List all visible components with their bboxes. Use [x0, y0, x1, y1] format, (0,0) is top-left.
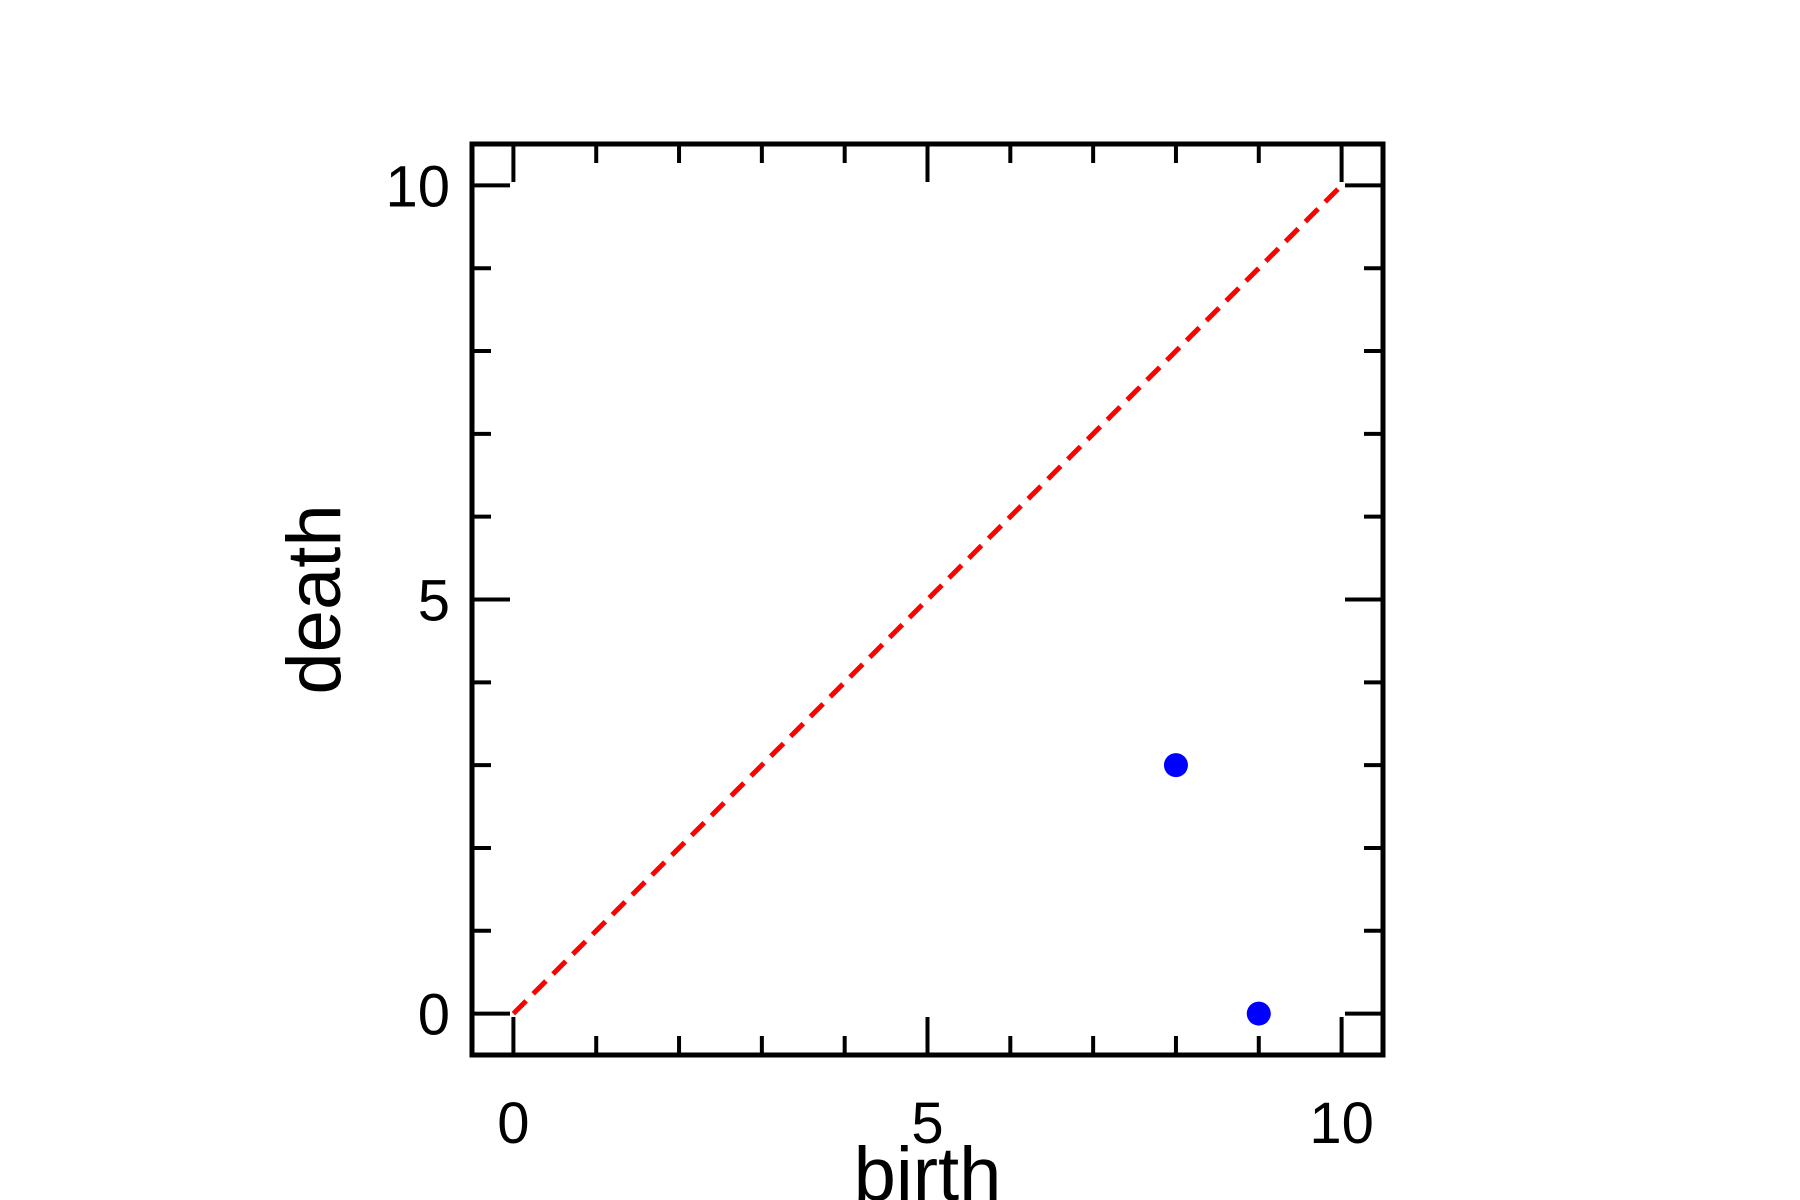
scatter-point	[1246, 1001, 1271, 1026]
diagonal-reference-line	[511, 183, 1344, 1016]
y-tick-label: 5	[418, 569, 450, 634]
x-tick-label: 5	[911, 1091, 943, 1156]
scatter-point	[1163, 753, 1188, 778]
x-tick-label: 0	[497, 1091, 529, 1156]
y-tick-label: 10	[385, 154, 450, 219]
ticks-layer	[472, 144, 1383, 1055]
y-tick-label: 0	[418, 983, 450, 1048]
plot-layer	[511, 183, 1344, 1026]
labels-layer: 0 5 10 0 5 10	[385, 154, 1373, 1156]
y-axis-title: death	[272, 504, 357, 694]
x-tick-label: 10	[1309, 1091, 1374, 1156]
plot-frame	[469, 141, 1386, 1058]
x-axis-title: birth	[854, 1132, 1002, 1200]
